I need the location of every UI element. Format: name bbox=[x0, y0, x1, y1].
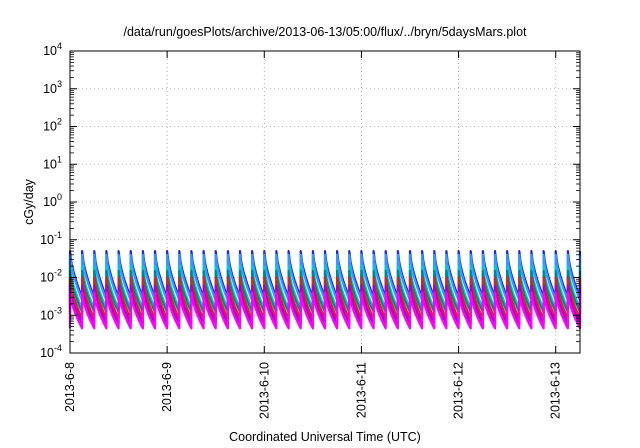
y-tick-label: 10-3 bbox=[40, 305, 62, 322]
x-tick-label: 2013-6-10 bbox=[257, 362, 271, 419]
x-tick-labels: 2013-6-8 2013-6-9 2013-6-10 2013-6-11 2013-6… bbox=[63, 362, 563, 419]
y-tick-label: 104 bbox=[43, 41, 62, 58]
y-tick-label: 100 bbox=[43, 192, 62, 209]
y-tick-label: 10-4 bbox=[40, 343, 62, 360]
y-tick-label: 102 bbox=[43, 117, 62, 134]
y-tick-label: 101 bbox=[43, 154, 62, 171]
series-group bbox=[68, 250, 582, 330]
y-tick-label: 10-1 bbox=[40, 230, 62, 247]
x-tick-label: 2013-6-11 bbox=[354, 362, 368, 418]
ticks bbox=[69, 50, 580, 354]
x-axis-label: Coordinated Universal Time (UTC) bbox=[229, 430, 421, 444]
x-tick-label: 2013-6-13 bbox=[549, 362, 563, 419]
chart-title: /data/run/goesPlots/archive/2013-06-13/0… bbox=[123, 25, 527, 39]
y-axis-label: cGy/day bbox=[22, 178, 36, 225]
y-tick-label: 103 bbox=[43, 79, 62, 96]
series-line bbox=[68, 291, 582, 330]
y-tick-label: 10-2 bbox=[40, 268, 62, 285]
x-tick-label: 2013-6-12 bbox=[452, 362, 466, 419]
y-tick-labels: 10-4 10-3 10-2 10-1 100 101 102 103 104 bbox=[40, 41, 62, 360]
x-tick-label: 2013-6-8 bbox=[63, 362, 77, 412]
x-tick-label: 2013-6-9 bbox=[160, 362, 174, 412]
